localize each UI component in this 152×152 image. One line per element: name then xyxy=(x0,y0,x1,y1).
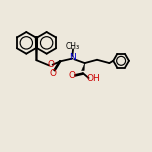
Text: O: O xyxy=(68,71,75,80)
Text: OH: OH xyxy=(86,74,100,83)
Text: O: O xyxy=(50,69,57,78)
Text: N: N xyxy=(69,53,76,62)
Text: CH₃: CH₃ xyxy=(66,42,80,51)
Polygon shape xyxy=(82,64,85,71)
Text: O: O xyxy=(48,60,55,69)
